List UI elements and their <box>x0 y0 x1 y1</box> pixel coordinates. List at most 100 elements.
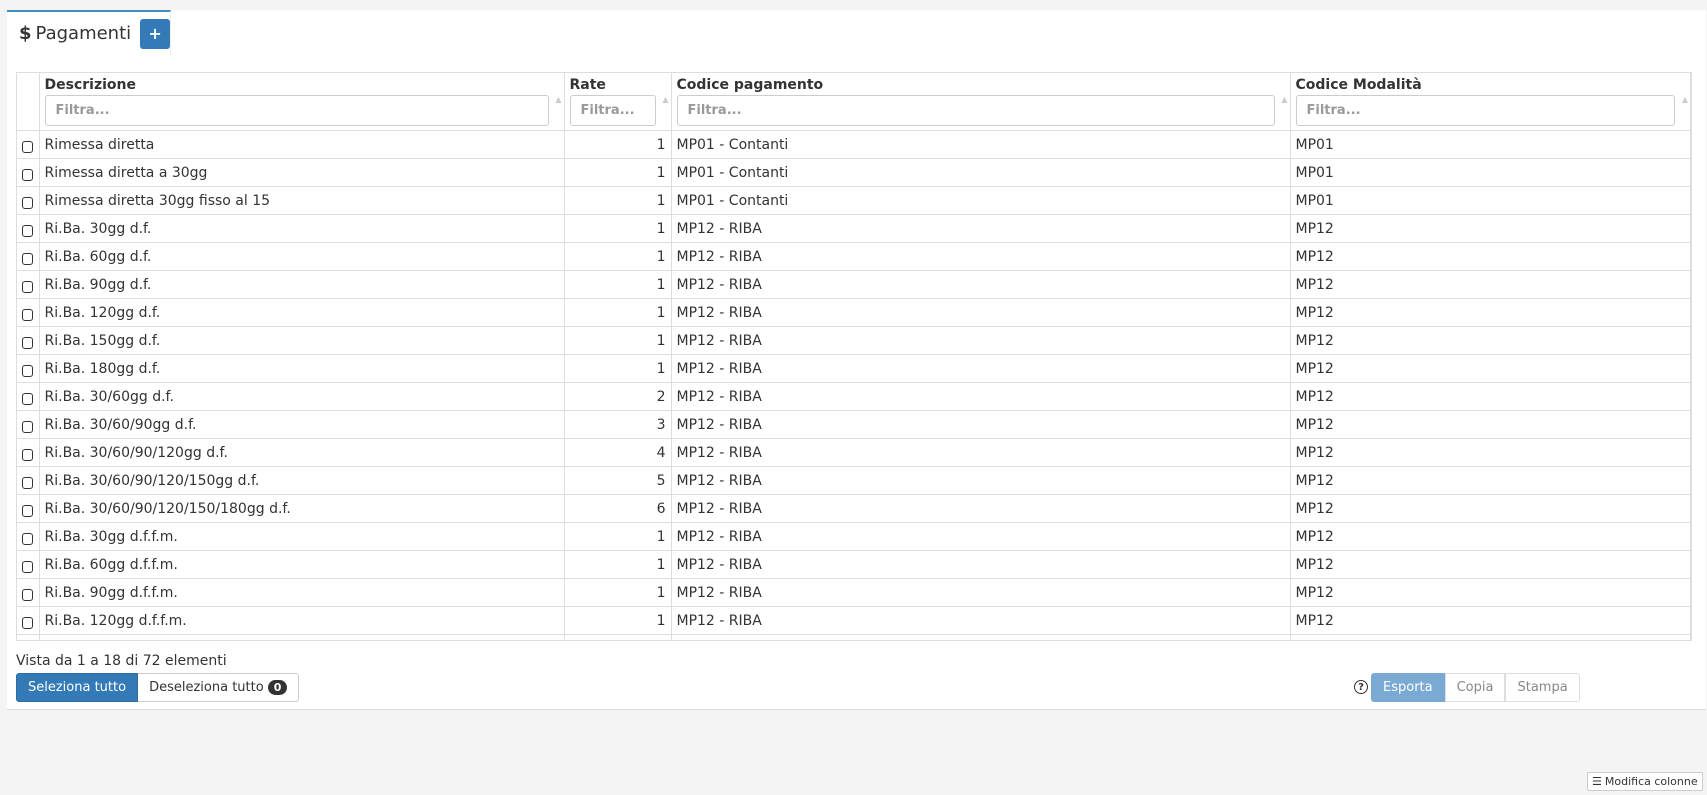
cell-codice-pagamento: MP12 - RIBA <box>671 214 1291 243</box>
row-checkbox[interactable] <box>22 560 34 573</box>
table-row[interactable]: Rimessa diretta 1 MP01 - Contanti MP01 <box>17 130 1691 159</box>
checkbox-column-header <box>17 73 40 131</box>
column-title: Rate <box>569 77 606 93</box>
cell-codice-modalita: MP01 <box>1290 158 1691 187</box>
row-checkbox[interactable] <box>22 336 34 349</box>
table-row[interactable]: Ri.Ba. 30/60/90/120/150gg d.f. 5 MP12 - RI… <box>17 466 1691 495</box>
table-row[interactable]: Ri.Ba. 30/60/90/120/150/180gg d.f. 6 MP12 … <box>17 494 1691 523</box>
cell-codice-modalita: MP12 <box>1290 410 1691 439</box>
help-icon[interactable]: ? <box>1354 680 1368 694</box>
row-checkbox[interactable] <box>22 252 34 265</box>
table-row[interactable]: Ri.Ba. 120gg d.f.f.m. 1 MP12 - RIBA MP12 <box>17 606 1691 635</box>
column-title: Codice Modalità <box>1295 77 1422 93</box>
cell-codice-modalita: MP12 <box>1290 354 1691 383</box>
page-title: Pagamenti <box>35 23 132 44</box>
sort-icon[interactable]: ▲ <box>662 95 669 104</box>
row-checkbox[interactable] <box>22 588 34 601</box>
filter-input-descrizione[interactable]: Filtra... <box>44 95 549 126</box>
tab-pagamenti[interactable]: $ Pagamenti + <box>7 10 171 55</box>
table-row[interactable]: Ri.Ba. 180gg d.f. 1 MP12 - RIBA MP12 <box>17 354 1691 383</box>
table-row[interactable]: Ri.Ba. 90gg d.f. 1 MP12 - RIBA MP12 <box>17 270 1691 299</box>
export-button[interactable]: Esporta <box>1371 673 1445 702</box>
row-checkbox[interactable] <box>22 504 34 517</box>
table-row[interactable]: Ri.Ba. 90gg d.f.f.m. 1 MP12 - RIBA MP12 <box>17 578 1691 607</box>
cell-descrizione: Rimessa diretta <box>39 130 565 159</box>
cell-codice-pagamento: MP01 - Contanti <box>671 158 1291 187</box>
cell-codice-modalita: MP01 <box>1290 130 1691 159</box>
table-row[interactable]: Ri.Ba. 30/60gg d.f. 2 MP12 - RIBA MP12 <box>17 382 1691 411</box>
filter-input-codice-modalita[interactable]: Filtra... <box>1295 95 1675 126</box>
print-button[interactable]: Stampa <box>1505 673 1580 702</box>
cell-descrizione: Ri.Ba. 30/60/90/120/150/180gg d.f. <box>39 494 565 523</box>
cell-rate: 3 <box>564 410 672 439</box>
cell-codice-pagamento: MP12 - RIBA <box>671 382 1291 411</box>
row-checkbox[interactable] <box>22 420 34 433</box>
cell-descrizione: Ri.Ba. 90gg d.f.f.m. <box>39 578 565 607</box>
row-checkbox[interactable] <box>22 140 34 153</box>
deselect-all-button[interactable]: Deseleziona tutto 0 <box>138 673 300 702</box>
table-row[interactable]: Ri.Ba. 60gg d.f. 1 MP12 - RIBA MP12 <box>17 242 1691 271</box>
cell-codice-modalita: MP12 <box>1290 326 1691 355</box>
cell-rate: 1 <box>564 578 672 607</box>
cell-codice-modalita: MP01 <box>1290 186 1691 215</box>
table-row[interactable]: Ri.Ba. 30gg d.f. 1 MP12 - RIBA MP12 <box>17 214 1691 243</box>
cell-descrizione: Ri.Ba. 180gg d.f. <box>39 354 565 383</box>
cell-descrizione: Ri.Ba. 30/60/90/120/150gg d.f. <box>39 466 565 495</box>
table-row[interactable]: Ri.Ba. 30gg d.f.f.m. 1 MP12 - RIBA MP12 <box>17 522 1691 551</box>
copy-button[interactable]: Copia <box>1444 673 1506 702</box>
row-checkbox[interactable] <box>22 168 34 181</box>
table-row[interactable]: Ri.Ba. 120gg d.f. 1 MP12 - RIBA MP12 <box>17 298 1691 327</box>
cell-codice-pagamento: MP12 - RIBA <box>671 410 1291 439</box>
table-row[interactable]: Ri.Ba. 30/60/90/120gg d.f. 4 MP12 - RIBA MP… <box>17 438 1691 467</box>
cell-codice-modalita: MP12 <box>1290 382 1691 411</box>
cell-codice-pagamento: MP12 - RIBA <box>671 494 1291 523</box>
cell-rate: 1 <box>564 186 672 215</box>
row-checkbox[interactable] <box>22 476 34 489</box>
row-checkbox[interactable] <box>22 364 34 377</box>
cell-codice-modalita: MP12 <box>1290 606 1691 635</box>
row-checkbox[interactable] <box>22 448 34 461</box>
select-all-button[interactable]: Seleziona tutto <box>16 673 139 702</box>
cell-codice-modalita: MP12 <box>1290 494 1691 523</box>
sort-icon[interactable]: ▲ <box>555 95 562 104</box>
cell-rate: 1 <box>564 550 672 579</box>
column-header-codice-pagamento[interactable]: Codice pagamento Filtra... ▲ <box>671 73 1291 131</box>
add-button[interactable]: + <box>140 18 170 49</box>
row-checkbox[interactable] <box>22 196 34 209</box>
table-row[interactable]: Ri.Ba. 30/60/90gg d.f. 3 MP12 - RIBA MP12 <box>17 410 1691 439</box>
cell-descrizione: Ri.Ba. 150gg d.f. <box>39 326 565 355</box>
dollar-icon: $ <box>19 23 32 44</box>
cell-rate: 1 <box>564 214 672 243</box>
column-header-codice-modalita[interactable]: Codice Modalità Filtra... ▲ <box>1290 73 1691 131</box>
row-checkbox[interactable] <box>22 392 34 405</box>
row-checkbox[interactable] <box>22 308 34 321</box>
cell-codice-pagamento: MP12 - RIBA <box>671 354 1291 383</box>
table-row[interactable]: Ri.Ba. 60gg d.f.f.m. 1 MP12 - RIBA MP12 <box>17 550 1691 579</box>
row-checkbox[interactable] <box>22 224 34 237</box>
cell-codice-pagamento: MP01 - Contanti <box>671 186 1291 215</box>
table-row[interactable]: Rimessa diretta a 30gg 1 MP01 - Contanti MP… <box>17 158 1691 187</box>
cell-rate: 1 <box>564 158 672 187</box>
column-header-descrizione[interactable]: Descrizione Filtra... ▲ <box>39 73 565 131</box>
column-header-rate[interactable]: Rate Filtra... ▲ <box>564 73 672 131</box>
table-row[interactable]: Rimessa diretta 30gg fisso al 15 1 MP01 - … <box>17 186 1691 215</box>
cell-descrizione: Ri.Ba. 30/60gg d.f. <box>39 382 565 411</box>
deselect-all-label: Deseleziona tutto <box>149 680 264 695</box>
cell-codice-pagamento: MP12 - RIBA <box>671 270 1291 299</box>
table-row[interactable]: Ri.Ba. 150gg d.f. 1 MP12 - RIBA MP12 <box>17 326 1691 355</box>
column-title: Descrizione <box>44 77 136 93</box>
cell-descrizione: Ri.Ba. 30gg d.f. <box>39 214 565 243</box>
row-checkbox[interactable] <box>22 616 34 629</box>
cell-codice-modalita: MP12 <box>1290 438 1691 467</box>
cell-descrizione: Ri.Ba. 90gg d.f. <box>39 270 565 299</box>
sort-icon[interactable]: ▲ <box>1681 95 1688 104</box>
sort-icon[interactable]: ▲ <box>1281 95 1288 104</box>
edit-columns-button[interactable]: ☰ Modifica colonne <box>1587 772 1703 791</box>
cell-codice-modalita: MP12 <box>1290 578 1691 607</box>
cell-codice-modalita: MP12 <box>1290 242 1691 271</box>
filter-input-codice-pagamento[interactable]: Filtra... <box>676 95 1275 126</box>
row-checkbox[interactable] <box>22 280 34 293</box>
row-checkbox[interactable] <box>22 532 34 545</box>
filter-input-rate[interactable]: Filtra... <box>569 95 656 126</box>
cell-descrizione: Ri.Ba. 60gg d.f. <box>39 242 565 271</box>
